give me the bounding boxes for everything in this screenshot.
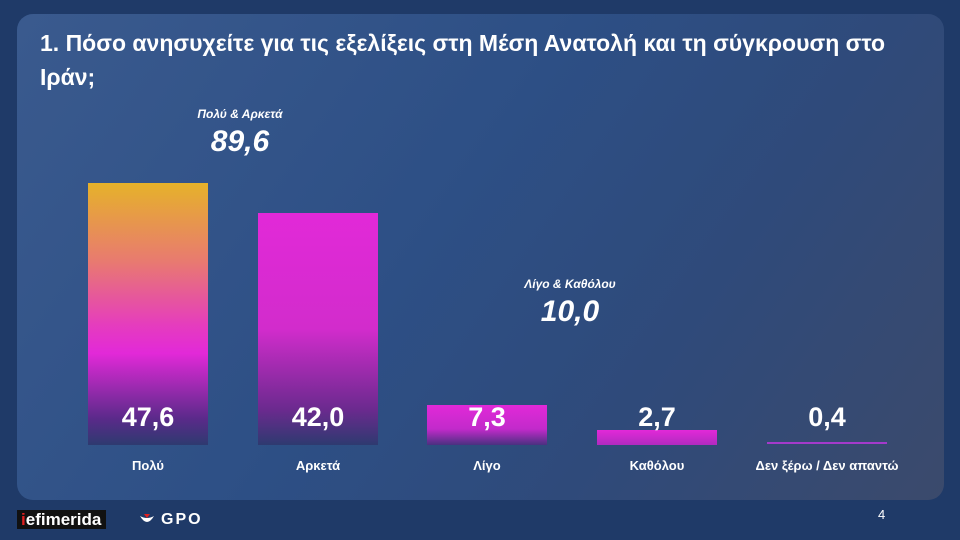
- group-annotation-high: Πολύ & Αρκετά 89,6: [160, 107, 320, 159]
- category-label: Αρκετά: [295, 458, 341, 473]
- bar-value: 0,4: [808, 402, 846, 432]
- bar-value: 47,6: [121, 402, 175, 432]
- page-number: 4: [878, 507, 886, 522]
- category-label: Δεν ξέρω / Δεν απαντώ: [755, 458, 899, 473]
- bar-ligo: [427, 405, 547, 445]
- group-value: 10,0: [540, 295, 600, 328]
- group-value: 89,6: [210, 125, 270, 158]
- chart-title: 1. Πόσο ανησυχείτε για τις εξελίξεις στη…: [40, 30, 886, 90]
- bar-arketa: [258, 213, 378, 445]
- logo-text: efimerida: [25, 510, 102, 529]
- bar-katholou: [597, 430, 717, 445]
- category-label: Λίγο: [473, 458, 501, 473]
- gpo-logo: GPO: [139, 511, 203, 529]
- gpo-text: GPO: [161, 511, 203, 528]
- category-label: Πολύ: [132, 458, 164, 473]
- group-label: Πολύ & Αρκετά: [197, 107, 283, 121]
- iefimerida-logo: iefimerida: [17, 510, 107, 529]
- bar-den-xero: [767, 442, 887, 444]
- bar-value: 2,7: [638, 402, 676, 432]
- bar-value: 42,0: [291, 402, 345, 432]
- group-annotation-low: Λίγο & Καθόλου 10,0: [490, 277, 650, 329]
- group-label: Λίγο & Καθόλου: [524, 277, 616, 291]
- bar-poly: [88, 183, 208, 445]
- gpo-heart-icon: [140, 514, 154, 522]
- category-label: Καθόλου: [629, 458, 685, 473]
- logo-i: i: [21, 510, 26, 529]
- bar-value: 7,3: [468, 402, 506, 432]
